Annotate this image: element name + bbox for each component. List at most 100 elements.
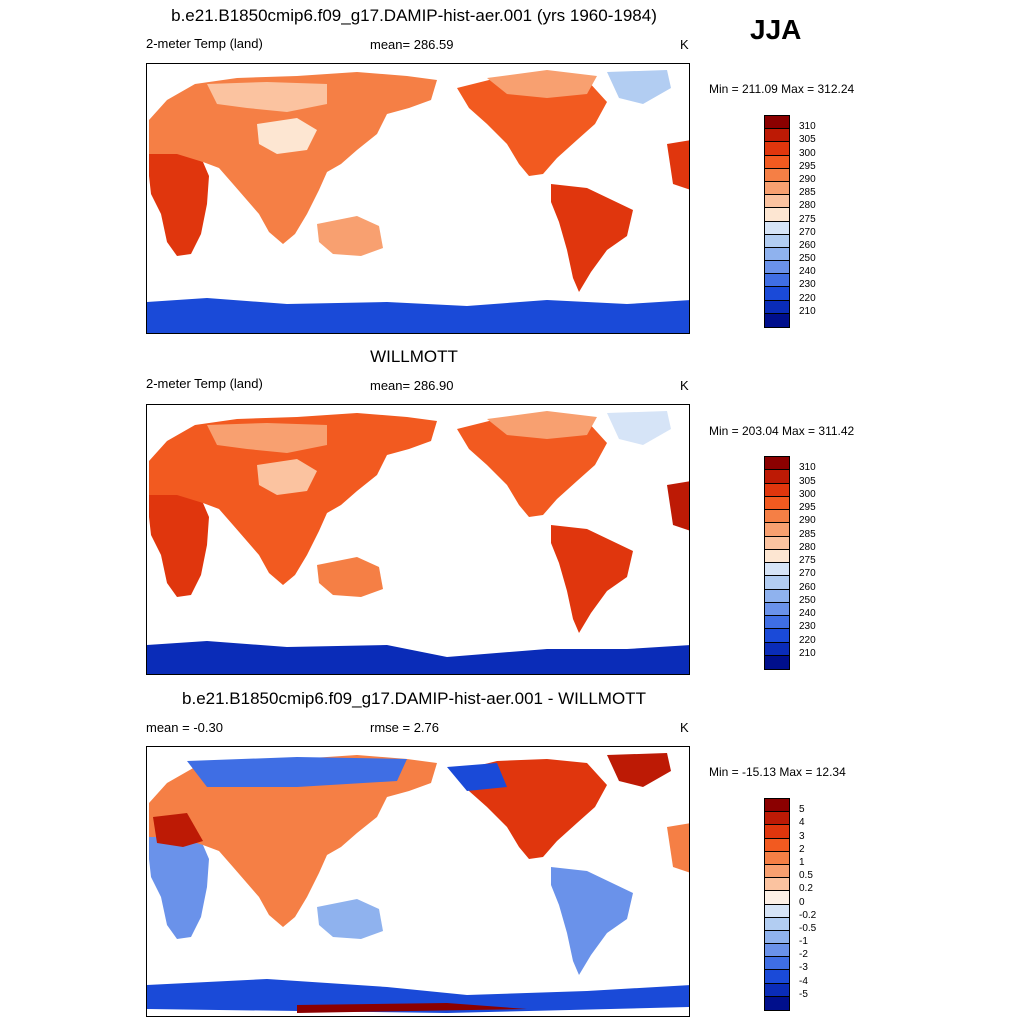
colorbar-segment <box>765 930 789 945</box>
colorbar-tick-label: 280 <box>799 200 816 212</box>
panel-3-colorbar <box>764 798 790 1011</box>
colorbar-tick-label: 0.2 <box>799 883 813 895</box>
panel-1-title: b.e21.B1850cmip6.f09_g17.DAMIP-hist-aer.… <box>171 6 657 25</box>
colorbar-segment <box>765 116 789 130</box>
colorbar-segment <box>765 181 789 196</box>
colorbar-tick-label: 295 <box>799 160 816 172</box>
panel-1-minmax-label: Min = 211.09 Max = 312.24 <box>709 82 855 96</box>
panel-3-title: b.e21.B1850cmip6.f09_g17.DAMIP-hist-aer.… <box>182 689 646 708</box>
panel-3-unit-label: K <box>680 720 689 735</box>
colorbar-segment <box>765 274 789 288</box>
colorbar-segment <box>765 891 789 905</box>
colorbar-tick-label: 285 <box>799 528 816 540</box>
panel-2-mean-label: mean= 286.90 <box>370 378 454 393</box>
australia-landmass <box>317 216 383 256</box>
colorbar-segment <box>765 536 789 550</box>
tibet-landmass <box>257 459 317 495</box>
colorbar-tick-label: 310 <box>799 121 816 133</box>
colorbar-segment <box>765 549 789 563</box>
colorbar-tick-label: 310 <box>799 462 816 474</box>
colorbar-segment <box>765 851 789 865</box>
africa-landmass <box>149 495 209 597</box>
eurasia-landmass <box>149 72 437 244</box>
colorbar-tick-label: 295 <box>799 502 816 513</box>
colorbar-segment <box>765 904 789 918</box>
colorbar-tick-label: -0.5 <box>799 922 817 934</box>
colorbar-segment <box>765 812 789 826</box>
panel-2-map <box>146 404 690 675</box>
colorbar-tick-label: 290 <box>799 515 816 527</box>
colorbar-segment <box>765 838 789 852</box>
panel-2-colorbar <box>764 456 790 670</box>
colorbar-tick-label: 280 <box>799 541 816 553</box>
siberia-landmass <box>187 757 407 787</box>
siberia-landmass <box>207 423 327 453</box>
colorbar-tick-label: -2 <box>799 949 808 961</box>
colorbar-tick-label: -5 <box>799 988 808 1000</box>
antarctica-warm-region <box>297 1003 527 1013</box>
africa-landmass <box>149 154 209 256</box>
panel-1-colorbar <box>764 115 790 328</box>
colorbar-segment <box>765 313 789 327</box>
colorbar-segment <box>765 642 789 656</box>
colorbar-segment <box>765 878 789 892</box>
africa-landmass <box>149 837 209 939</box>
colorbar-segment <box>765 155 789 169</box>
alaska-region <box>447 763 507 791</box>
colorbar-segment <box>765 496 789 510</box>
colorbar-tick-label: -1 <box>799 936 808 948</box>
colorbar-segment <box>765 629 789 643</box>
colorbar-segment <box>765 616 789 630</box>
canada-north-landmass <box>487 70 597 98</box>
colorbar-segment <box>765 799 789 813</box>
colorbar-tick-label: 210 <box>799 305 816 317</box>
colorbar-tick-label: 4 <box>799 817 805 829</box>
panel-2-minmax-label: Min = 203.04 Max = 311.42 <box>709 424 855 438</box>
colorbar-tick-label: 5 <box>799 804 805 816</box>
siberia-landmass <box>207 82 327 112</box>
colorbar-tick-label: 220 <box>799 292 816 304</box>
colorbar-tick-label: 230 <box>799 279 816 291</box>
panel-1-variable-label: 2-meter Temp (land) <box>146 36 263 51</box>
colorbar-tick-label: 300 <box>799 147 816 159</box>
colorbar-tick-label: 2 <box>799 843 805 855</box>
colorbar-segment <box>765 261 789 275</box>
africa-east-edge <box>667 481 689 531</box>
colorbar-tick-label: 0.5 <box>799 870 813 882</box>
south-america-landmass <box>551 525 633 633</box>
panel-3-rmse-label: rmse = 2.76 <box>370 720 440 735</box>
colorbar-segment <box>765 247 789 262</box>
season-label: JJA <box>750 14 802 45</box>
colorbar-tick-label: 210 <box>799 647 816 659</box>
panel-3-mean-label: mean = -0.30 <box>146 720 223 735</box>
greenland-landmass <box>607 411 671 445</box>
antarctica-landmass <box>147 298 689 333</box>
colorbar-tick-label: 240 <box>799 266 816 278</box>
antarctica-landmass <box>147 641 689 674</box>
panel-2-unit-label: K <box>680 378 689 393</box>
colorbar-segment <box>765 944 789 958</box>
colorbar-segment <box>765 576 789 590</box>
colorbar-segment <box>765 168 789 182</box>
colorbar-segment <box>765 589 789 603</box>
colorbar-tick-label: 230 <box>799 621 816 633</box>
colorbar-tick-label: 260 <box>799 239 816 251</box>
panel-3-map <box>146 746 690 1017</box>
colorbar-tick-label: 240 <box>799 608 816 619</box>
antarctica-landmass <box>147 979 689 1013</box>
colorbar-segment <box>765 234 789 248</box>
panel-1-unit-label: K <box>680 37 689 52</box>
panel-2-variable-label: 2-meter Temp (land) <box>146 376 263 391</box>
south-america-landmass <box>551 184 633 292</box>
colorbar-segment <box>765 563 789 577</box>
colorbar-tick-label: 0 <box>799 896 805 908</box>
colorbar-segment <box>765 221 789 235</box>
colorbar-segment <box>765 825 789 839</box>
colorbar-tick-label: 290 <box>799 173 816 185</box>
colorbar-segment <box>765 129 789 143</box>
colorbar-segment <box>765 523 789 537</box>
colorbar-segment <box>765 864 789 879</box>
sahara-region <box>153 813 203 847</box>
colorbar-segment <box>765 208 789 222</box>
colorbar-tick-label: 270 <box>799 568 816 580</box>
